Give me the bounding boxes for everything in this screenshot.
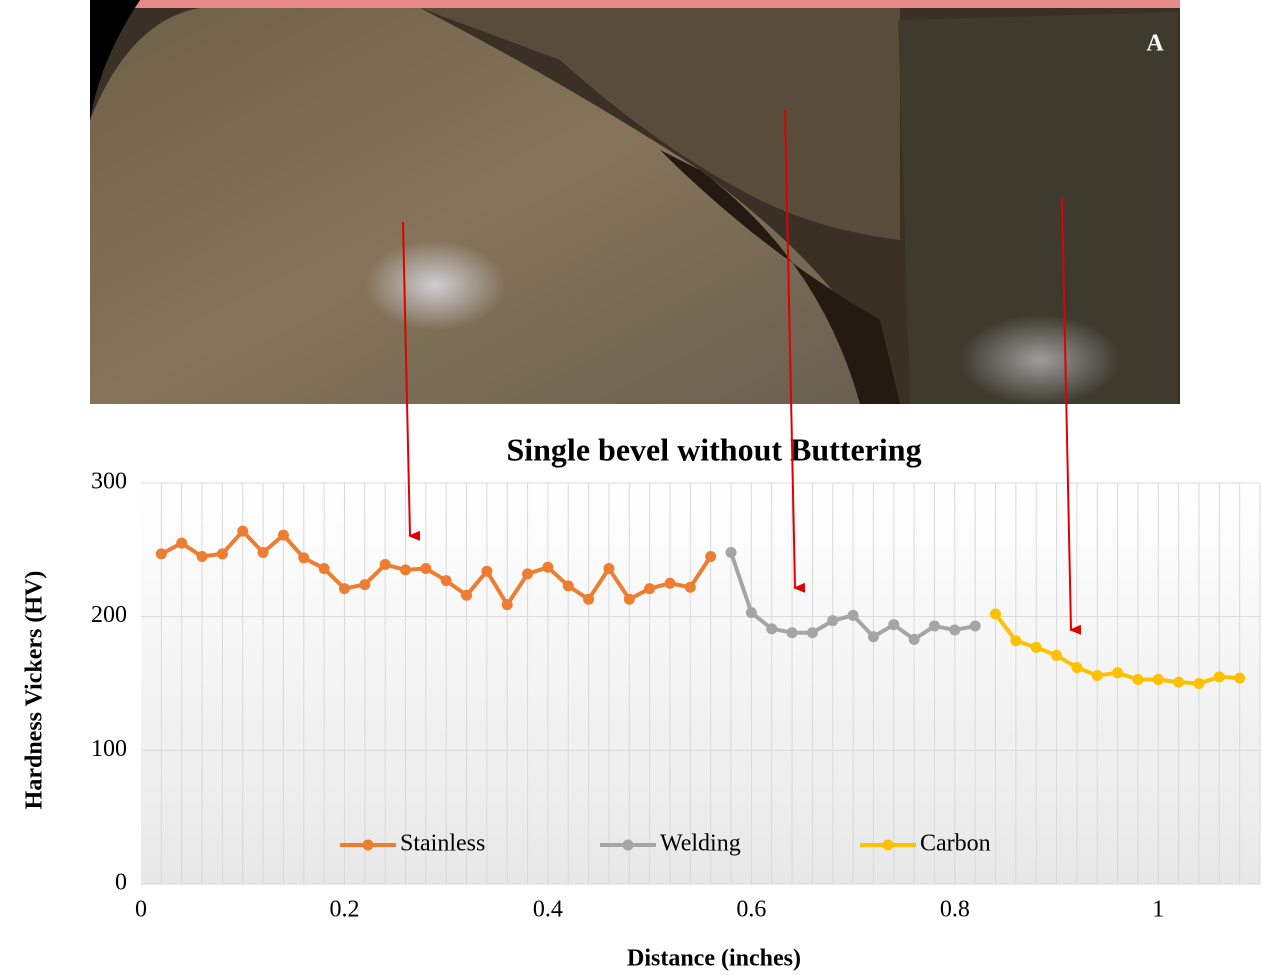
data-point — [257, 547, 269, 559]
data-point — [522, 568, 534, 580]
x-tick-label: 0.8 — [940, 897, 970, 923]
data-point — [440, 575, 452, 587]
data-point — [888, 619, 900, 631]
y-tick-label: 200 — [91, 602, 127, 628]
data-point — [705, 551, 717, 563]
data-point — [644, 583, 656, 595]
legend-label: Stainless — [400, 831, 485, 857]
data-point — [908, 633, 920, 645]
y-tick-label: 300 — [91, 469, 127, 495]
chart-title: Single bevel without Buttering — [506, 431, 921, 467]
data-point — [1173, 676, 1185, 688]
data-point — [318, 563, 330, 575]
data-point — [928, 620, 940, 632]
legend-marker — [362, 839, 374, 851]
data-point — [1132, 673, 1144, 685]
data-point — [216, 548, 228, 560]
data-point — [176, 537, 188, 549]
data-point — [277, 529, 289, 541]
data-point — [1030, 641, 1042, 653]
x-tick-label: 0.6 — [736, 897, 766, 923]
x-tick-label: 0.2 — [329, 897, 359, 923]
data-point — [725, 547, 737, 559]
data-point — [155, 548, 167, 560]
data-point — [298, 552, 310, 564]
photo: A — [90, 0, 1180, 405]
data-point — [1010, 635, 1022, 647]
data-point — [1193, 678, 1205, 689]
data-point — [969, 620, 981, 632]
data-point — [481, 565, 493, 577]
data-point — [237, 525, 249, 537]
data-point — [949, 624, 961, 636]
legend-marker — [622, 839, 634, 851]
data-point — [623, 593, 635, 605]
data-point — [1234, 672, 1246, 684]
data-point — [1091, 669, 1103, 681]
grid — [140, 482, 1261, 885]
data-point — [338, 583, 350, 595]
data-point — [562, 580, 574, 592]
data-point — [196, 551, 208, 563]
data-point — [766, 623, 778, 635]
arrow — [784, 109, 806, 593]
data-point — [1071, 661, 1083, 673]
data-point — [867, 631, 879, 643]
data-point — [603, 563, 615, 575]
x-axis-label: Distance (inches) — [627, 946, 801, 972]
data-point — [501, 599, 513, 611]
plot-area — [141, 483, 1260, 884]
y-axis-label: Hardness Vickers (HV) — [22, 571, 48, 810]
legend-label: Carbon — [920, 831, 991, 857]
data-point — [684, 581, 696, 593]
data-point — [379, 559, 391, 571]
data-point — [399, 564, 411, 576]
arrow — [402, 221, 421, 541]
data-point — [745, 607, 757, 619]
data-point — [806, 627, 818, 639]
data-point — [827, 615, 839, 627]
image-label: A — [1146, 31, 1164, 57]
data-point — [1051, 649, 1063, 661]
data-point — [583, 593, 595, 605]
data-point — [664, 577, 676, 589]
arrow — [1061, 196, 1082, 635]
annotation-arrows — [402, 109, 1082, 635]
data-point — [1213, 671, 1225, 683]
plot — [155, 525, 1246, 689]
x-tick-label: 0.4 — [533, 897, 563, 923]
legend-marker — [882, 839, 894, 851]
data-point — [1112, 667, 1124, 679]
legend-label: Welding — [660, 831, 741, 857]
data-point — [786, 627, 798, 639]
data-point — [1152, 673, 1164, 685]
data-point — [847, 609, 859, 621]
data-point — [461, 589, 473, 601]
data-point — [542, 561, 554, 573]
x-tick-label: 1 — [1152, 897, 1164, 923]
data-point — [359, 579, 371, 591]
data-point — [990, 608, 1002, 620]
x-tick-label: 0 — [135, 897, 147, 923]
y-tick-label: 100 — [91, 736, 127, 762]
y-tick-label: 0 — [115, 870, 127, 896]
series-line — [160, 529, 713, 607]
data-point — [420, 563, 432, 575]
